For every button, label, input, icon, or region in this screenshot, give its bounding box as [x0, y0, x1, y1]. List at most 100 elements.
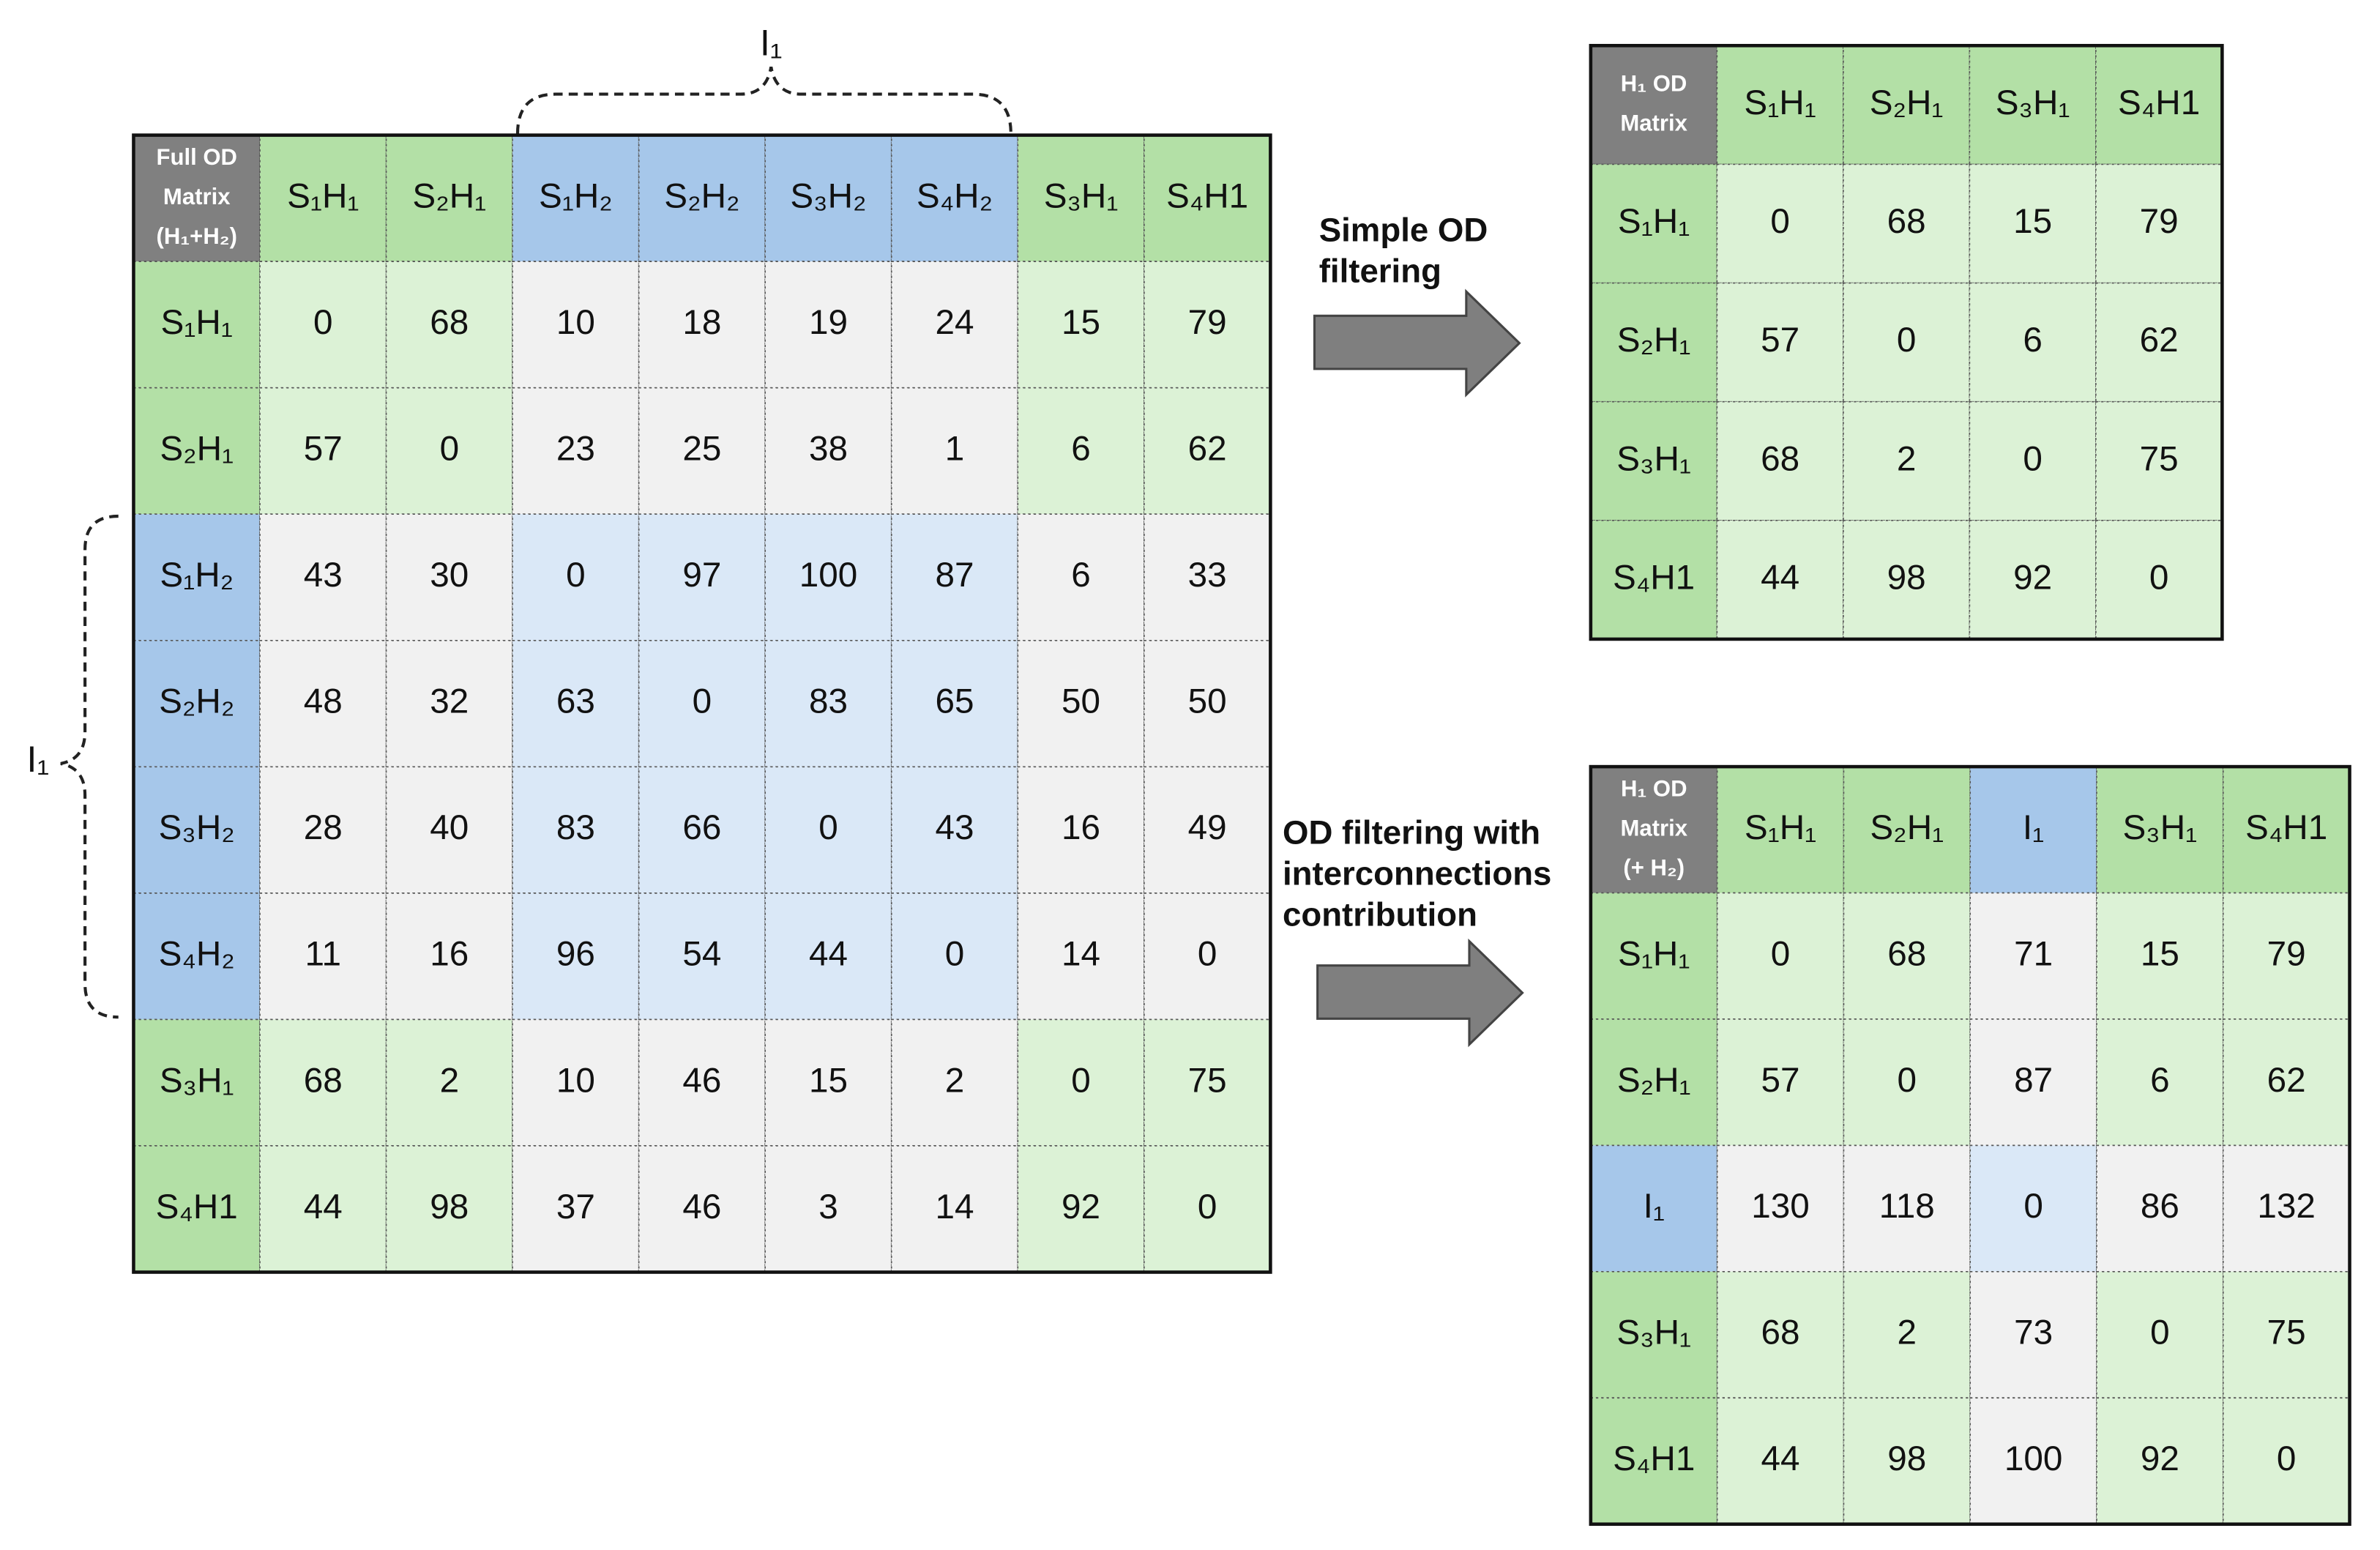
- cell-value: 65: [936, 682, 974, 721]
- cell-value: 92: [2013, 558, 2052, 597]
- cell: [133, 1145, 261, 1273]
- cell-value: 79: [2267, 934, 2306, 973]
- cell-value: 43: [936, 808, 974, 847]
- row-header: S₂H₁: [1617, 1061, 1691, 1100]
- cell: [385, 513, 513, 641]
- cell: [512, 1145, 640, 1273]
- cell: [1843, 1270, 1971, 1399]
- cell-value: 16: [1062, 808, 1100, 847]
- arrow-label: interconnections: [1283, 854, 1551, 892]
- cell: [1590, 519, 1718, 640]
- arrow: [1313, 288, 1521, 398]
- cell-value: 6: [2023, 321, 2043, 359]
- cell-value: 71: [2014, 934, 2053, 973]
- cell: [512, 387, 640, 515]
- cell: [764, 513, 892, 641]
- cell: [1843, 1018, 1971, 1147]
- cell: [1716, 766, 1845, 894]
- cell-value: 1: [945, 430, 965, 469]
- cell-value: 92: [1062, 1188, 1100, 1226]
- cell-value: 68: [1761, 1314, 1800, 1352]
- cell: [2095, 45, 2223, 165]
- cell-value: 6: [1071, 556, 1091, 595]
- cell: [1969, 400, 2097, 521]
- arrow-label: OD filtering with: [1283, 813, 1540, 851]
- cell-value: 15: [1062, 303, 1100, 342]
- brace-label: I₁: [760, 22, 783, 63]
- cell: [1843, 400, 1971, 521]
- cell-value: 49: [1188, 808, 1227, 847]
- cell: [1716, 1018, 1845, 1147]
- od-matrix: H₁ OD Matrix (+ H₂) S₁H₁ S₂H₁ I₁ S₃H₁ S₄H1 S₁H₁ 0…: [1589, 764, 2351, 1526]
- cell: [890, 639, 1019, 768]
- cell: [1590, 766, 1718, 894]
- cell: [2222, 766, 2351, 894]
- cell-value: 66: [682, 808, 721, 847]
- corner-label: (+ H₂): [1623, 854, 1685, 880]
- cell: [1017, 1145, 1145, 1273]
- brace-label: I₁: [27, 739, 50, 780]
- cell-value: 44: [1761, 1439, 1800, 1478]
- cell-value: 96: [556, 935, 595, 974]
- corner-label: Matrix: [1620, 110, 1687, 135]
- cell: [1017, 639, 1145, 768]
- cell: [1843, 1144, 1971, 1273]
- cell: [1716, 400, 1844, 521]
- cell-value: 62: [2140, 321, 2179, 359]
- cell-value: 2: [440, 1061, 460, 1100]
- cell: [133, 513, 261, 641]
- cell: [259, 1018, 387, 1147]
- cell-value: 87: [936, 556, 974, 595]
- row-header: S₁H₁: [1618, 934, 1690, 973]
- cell: [259, 261, 387, 389]
- cell-value: 3: [818, 1188, 838, 1226]
- column-header: S₄H1: [2245, 808, 2327, 847]
- column-header: S₁H₁: [287, 176, 359, 215]
- table-border: [132, 133, 1272, 1274]
- arrow-label: filtering: [1319, 252, 1441, 289]
- cell: [259, 1145, 387, 1273]
- cell-value: 0: [1770, 202, 1790, 241]
- cell: [385, 766, 513, 894]
- cell-value: 15: [2141, 934, 2179, 973]
- cell: [1144, 134, 1272, 262]
- cell-value: 0: [1898, 1061, 1917, 1100]
- cell-value: 11: [305, 935, 341, 974]
- cell: [512, 1018, 640, 1147]
- cell-value: 19: [809, 303, 848, 342]
- cell-value: 86: [2141, 1187, 2179, 1226]
- cell-value: 75: [1188, 1061, 1227, 1100]
- row-header: S₁H₁: [1618, 202, 1690, 241]
- corner-label: H₁ OD: [1621, 71, 1687, 97]
- cell: [385, 134, 513, 262]
- column-header: S₄H1: [2118, 83, 2200, 122]
- corner-label: Full OD: [156, 144, 237, 170]
- cell: [385, 387, 513, 515]
- column-header: S₃H₁: [2122, 808, 2197, 847]
- cell: [385, 893, 513, 1021]
- cell-value: 0: [945, 935, 965, 974]
- column-header: S₄H1: [1166, 176, 1248, 215]
- cell-value: 32: [430, 682, 469, 721]
- cell-value: 10: [556, 303, 595, 342]
- row-header: S₃H₁: [1616, 439, 1691, 478]
- cell: [1843, 45, 1971, 165]
- arrow-label: Simple OD: [1319, 211, 1488, 248]
- cell-value: 0: [566, 556, 586, 595]
- cell: [2095, 282, 2223, 403]
- cell: [2096, 1397, 2224, 1525]
- cell: [1969, 766, 2097, 894]
- cell: [1969, 1144, 2097, 1273]
- cell-value: 0: [818, 808, 838, 847]
- cell-value: 62: [2267, 1061, 2306, 1100]
- cell: [1969, 282, 2097, 403]
- cell: [1969, 892, 2097, 1020]
- arrow: [1316, 938, 1524, 1048]
- corner-label: H₁ OD: [1621, 776, 1687, 802]
- cell: [1017, 134, 1145, 262]
- cell-value: 16: [430, 935, 469, 974]
- cell: [1590, 400, 1718, 521]
- cell-value: 98: [1887, 558, 1926, 597]
- cell: [1843, 282, 1971, 403]
- cell-value: 87: [2014, 1061, 2053, 1100]
